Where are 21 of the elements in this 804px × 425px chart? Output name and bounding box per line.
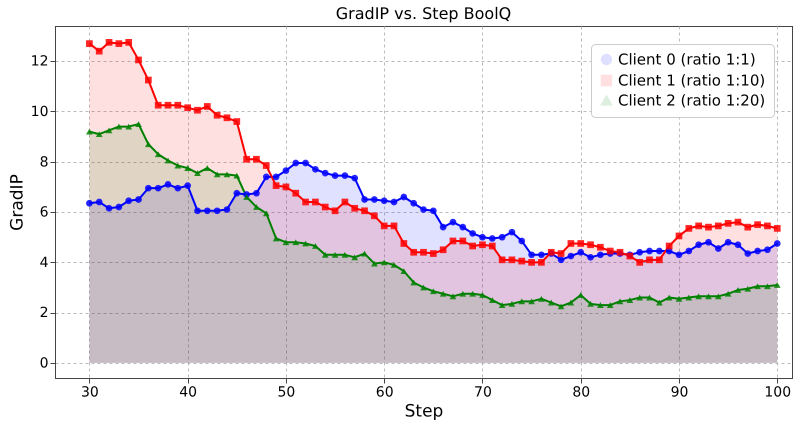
x-tick-label: 70 [474, 384, 492, 400]
y-tick-label: 2 [40, 305, 48, 322]
x-tick-label: 90 [670, 384, 688, 400]
chart-title: GradIP vs. Step BoolQ [336, 4, 512, 23]
legend-label: Client 1 (ratio 1:10) [618, 72, 766, 90]
legend-label: Client 0 (ratio 1:1) [618, 50, 756, 68]
x-axis-title: Step [404, 402, 444, 422]
y-tick-label: 4 [40, 254, 49, 271]
x-tick-label: 80 [572, 384, 590, 400]
x-tick-label: 30 [80, 384, 99, 400]
x-tick-label: 100 [764, 384, 792, 400]
y-tick-label: 10 [30, 104, 48, 120]
y-tick-label: 8 [40, 154, 48, 170]
y-axis-title: GradIP [8, 174, 28, 231]
y-tick-label: 0 [40, 355, 48, 372]
x-tick-label: 50 [278, 384, 296, 400]
legend-label: Client 2 (ratio 1:20) [618, 92, 766, 110]
x-tick-label: 60 [376, 384, 394, 400]
y-tick-label: 12 [30, 54, 48, 70]
x-tick-label: 40 [179, 384, 198, 400]
y-tick-label: 6 [40, 204, 49, 221]
